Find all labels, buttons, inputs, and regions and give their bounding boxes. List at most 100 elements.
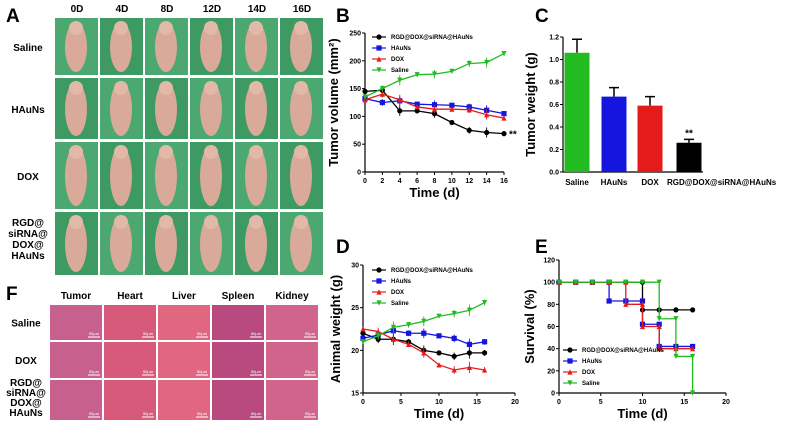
data-point <box>589 279 595 285</box>
group-label: DOX <box>15 356 37 367</box>
data-point <box>406 330 412 336</box>
y-axis-label: Tumor weight (g) <box>523 52 538 156</box>
legend-label: DOX <box>582 370 595 376</box>
mouse-head <box>294 145 308 159</box>
data-point <box>449 106 455 112</box>
organ-header: Heart <box>117 291 143 302</box>
data-point <box>466 127 472 133</box>
scale-bar-label: 50μm <box>305 411 316 416</box>
data-point <box>414 101 420 107</box>
panel-label-e: E <box>535 237 548 258</box>
significance-mark: ** <box>509 130 517 141</box>
mouse-photo <box>110 146 132 206</box>
mouse-photo <box>110 82 132 136</box>
histology-image <box>104 342 156 378</box>
y-axis-label: Animal weight (g) <box>328 275 343 383</box>
legend-marker <box>567 358 573 364</box>
data-point <box>375 328 381 335</box>
data-point <box>639 298 646 304</box>
mouse-photo <box>245 82 267 136</box>
data-point <box>656 323 662 330</box>
x-tick-label: 16 <box>500 178 508 185</box>
day-header: 12D <box>203 4 221 15</box>
group-label: DOX <box>17 172 39 183</box>
mouse-photo <box>155 146 177 206</box>
x-tick-label: 6 <box>415 178 419 185</box>
group-label: RGD@ <box>10 378 42 389</box>
mouse-photo <box>155 216 177 272</box>
histology-image <box>50 380 102 420</box>
y-tick-label: 1.0 <box>549 57 559 64</box>
y-tick-label: 30 <box>351 263 359 270</box>
mouse-head <box>249 21 263 35</box>
legend-marker <box>376 289 382 295</box>
data-point <box>414 72 420 78</box>
mouse-photo <box>200 146 222 206</box>
mouse-head <box>249 81 263 95</box>
data-point <box>436 333 442 339</box>
data-point <box>431 106 438 112</box>
scale-bar-label: 50μm <box>251 411 262 416</box>
histology-image <box>104 380 156 420</box>
group-label: Saline <box>13 43 43 54</box>
scale-bar-label: 50μm <box>197 411 208 416</box>
y-tick-label: 200 <box>349 58 361 65</box>
data-point <box>414 104 420 110</box>
mouse-head <box>114 81 128 95</box>
scale-bar-label: 50μm <box>143 331 154 336</box>
y-tick-label: 0 <box>551 391 555 398</box>
day-header: 4D <box>116 4 129 15</box>
scale-bar-label: 50μm <box>305 369 316 374</box>
data-point <box>451 353 457 359</box>
data-point <box>436 350 442 356</box>
x-tick-label: 2 <box>380 178 384 185</box>
data-point <box>656 346 662 352</box>
data-point <box>375 333 381 339</box>
y-tick-label: 250 <box>349 31 361 38</box>
mouse-head <box>69 21 83 35</box>
data-point <box>556 279 562 285</box>
data-point <box>484 129 490 136</box>
day-header: 8D <box>161 4 174 15</box>
x-tick-label: 8 <box>433 178 437 185</box>
mouse-head <box>204 145 218 159</box>
y-tick-label: 50 <box>353 142 361 149</box>
group-label: DOX@ <box>12 240 44 251</box>
legend-label: HAuNs <box>391 46 412 52</box>
y-tick-label: 20 <box>351 348 359 355</box>
scale-bar-label: 50μm <box>89 331 100 336</box>
histology-image <box>212 380 264 420</box>
x-tick-label: 5 <box>599 399 603 406</box>
mouse-head <box>114 145 128 159</box>
legend-marker <box>376 300 382 306</box>
x-tick-label: RGD@DOX@siRNA@HAuNs <box>667 178 777 187</box>
y-axis-label: Tumor volume (mm²) <box>326 38 341 166</box>
histology-image <box>158 380 210 420</box>
data-point <box>436 362 442 368</box>
data-point <box>482 350 488 356</box>
mouse-photo <box>290 82 312 136</box>
mouse-photo <box>245 146 267 206</box>
legend-label: Saline <box>391 68 409 74</box>
x-tick-label: 0 <box>361 399 365 406</box>
x-tick-label: 4 <box>398 178 402 185</box>
mouse-head <box>114 21 128 35</box>
scale-bar-label: 50μm <box>197 331 208 336</box>
x-tick-label: 12 <box>465 178 473 185</box>
mouse-head <box>204 215 218 229</box>
y-tick-label: 60 <box>547 324 555 331</box>
scale-bar-label: 50μm <box>143 411 154 416</box>
data-point <box>360 339 366 345</box>
data-point <box>501 115 507 121</box>
mouse-photo-grid: 0D 4D 8D 12D 14D 16D Saline HAuNs DOX RGD@siRNA@D… <box>8 4 323 275</box>
y-tick-label: 80 <box>547 302 555 309</box>
mouse-head <box>114 215 128 229</box>
histology-image <box>212 342 264 378</box>
bar <box>637 105 663 172</box>
mouse-photo <box>110 22 132 72</box>
group-label: RGD@ <box>12 218 44 229</box>
data-point <box>379 99 385 106</box>
legend-label: RGD@DOX@siRNA@HAuNs <box>391 268 474 274</box>
